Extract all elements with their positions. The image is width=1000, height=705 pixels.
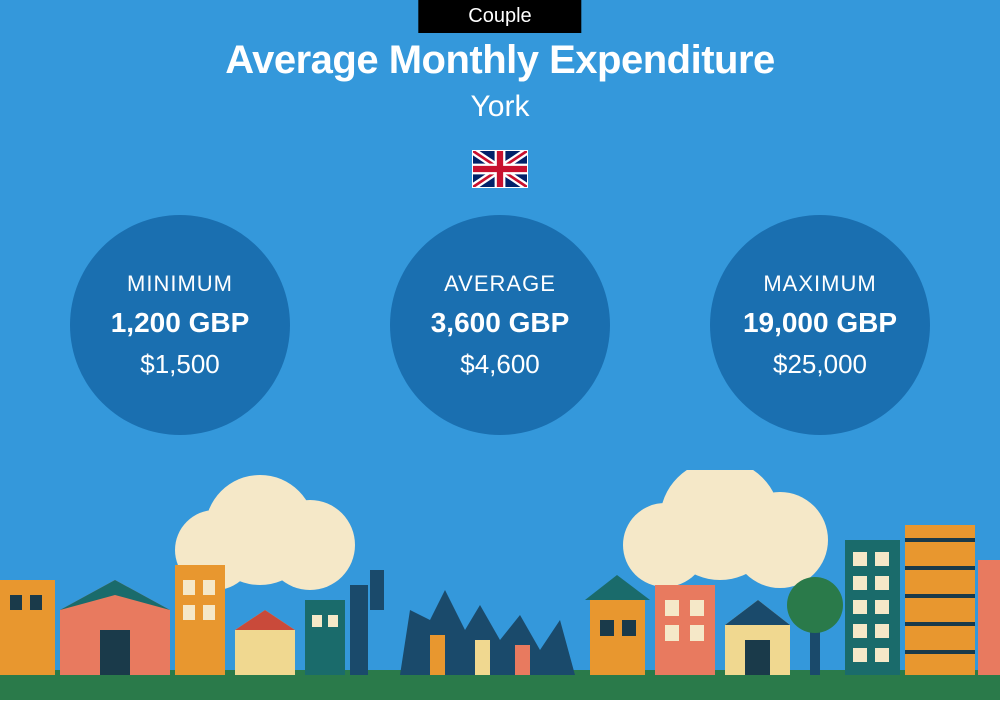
stat-minimum: MINIMUM 1,200 GBP $1,500	[70, 215, 290, 435]
stat-value-gbp: 1,200 GBP	[111, 307, 250, 339]
household-badge: Couple	[418, 0, 581, 33]
city-name: York	[0, 90, 1000, 124]
stat-label: MAXIMUM	[763, 271, 876, 297]
uk-flag-icon	[472, 150, 528, 188]
stat-value-usd: $4,600	[460, 349, 540, 380]
stat-value-usd: $1,500	[140, 349, 220, 380]
city-illustration	[0, 470, 1000, 700]
stat-value-usd: $25,000	[773, 349, 867, 380]
stat-value-gbp: 3,600 GBP	[431, 307, 570, 339]
stats-row: MINIMUM 1,200 GBP $1,500 AVERAGE 3,600 G…	[0, 215, 1000, 435]
stat-maximum: MAXIMUM 19,000 GBP $25,000	[710, 215, 930, 435]
badge-text: Couple	[468, 5, 531, 27]
page-title: Average Monthly Expenditure	[0, 38, 1000, 83]
stat-label: MINIMUM	[127, 271, 233, 297]
stat-average: AVERAGE 3,600 GBP $4,600	[390, 215, 610, 435]
stat-value-gbp: 19,000 GBP	[743, 307, 897, 339]
stat-label: AVERAGE	[444, 271, 556, 297]
